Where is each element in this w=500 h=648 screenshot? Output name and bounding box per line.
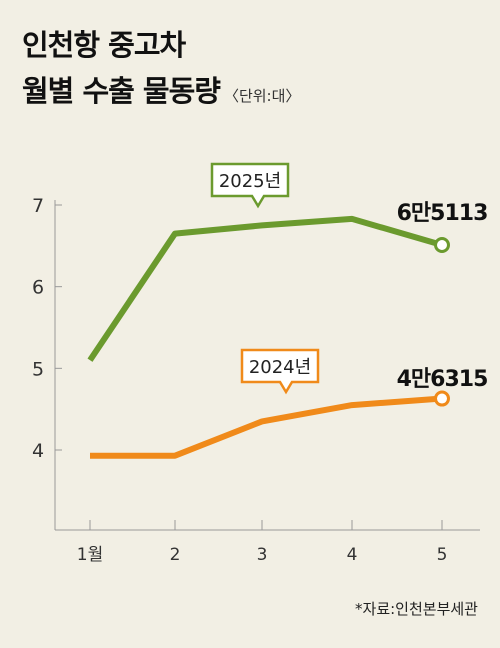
series-line-0: [87, 215, 443, 362]
title-line-1: 인천항 중고차: [22, 28, 186, 62]
x-tick-label: 5: [437, 545, 448, 565]
series-layer: [87, 215, 450, 459]
data-label-0: 6만5113: [397, 201, 488, 226]
x-tick-label: 3: [257, 545, 268, 565]
chart-title: 인천항 중고차 월별 수출 물동량 〈단위:대〉: [22, 22, 300, 119]
source-note: *자료:인천본부세관: [355, 600, 478, 618]
x-tick-label: 1월: [77, 545, 103, 565]
y-tick-label: 6: [32, 277, 44, 299]
axes: 4 5 6 7 1월 2 3 4 5: [32, 195, 480, 565]
legend-label-1: 2024년: [249, 357, 311, 378]
series-end-marker-0: [434, 237, 450, 254]
data-label-1: 4만6315: [397, 367, 488, 392]
series-end-marker-1: [434, 390, 450, 407]
legend-callout-1: [240, 348, 320, 395]
x-tick-label: 2: [170, 545, 181, 565]
legend-callout-0: [210, 162, 290, 209]
title-line-2: 월별 수출 물동량 〈단위:대〉: [22, 68, 300, 119]
y-tick-label: 4: [32, 440, 44, 462]
label-layer: 2025년 6만5113 2024년 4만6315: [210, 162, 488, 395]
title-line-2-text: 월별 수출 물동량: [22, 74, 221, 108]
legend-label-0: 2025년: [219, 171, 281, 192]
y-tick-label: 7: [32, 195, 44, 217]
y-tick-label: 5: [32, 358, 44, 380]
unit-label: 〈단위:대〉: [223, 87, 301, 105]
series-line-1: [90, 395, 443, 459]
x-tick-label: 4: [347, 545, 358, 565]
